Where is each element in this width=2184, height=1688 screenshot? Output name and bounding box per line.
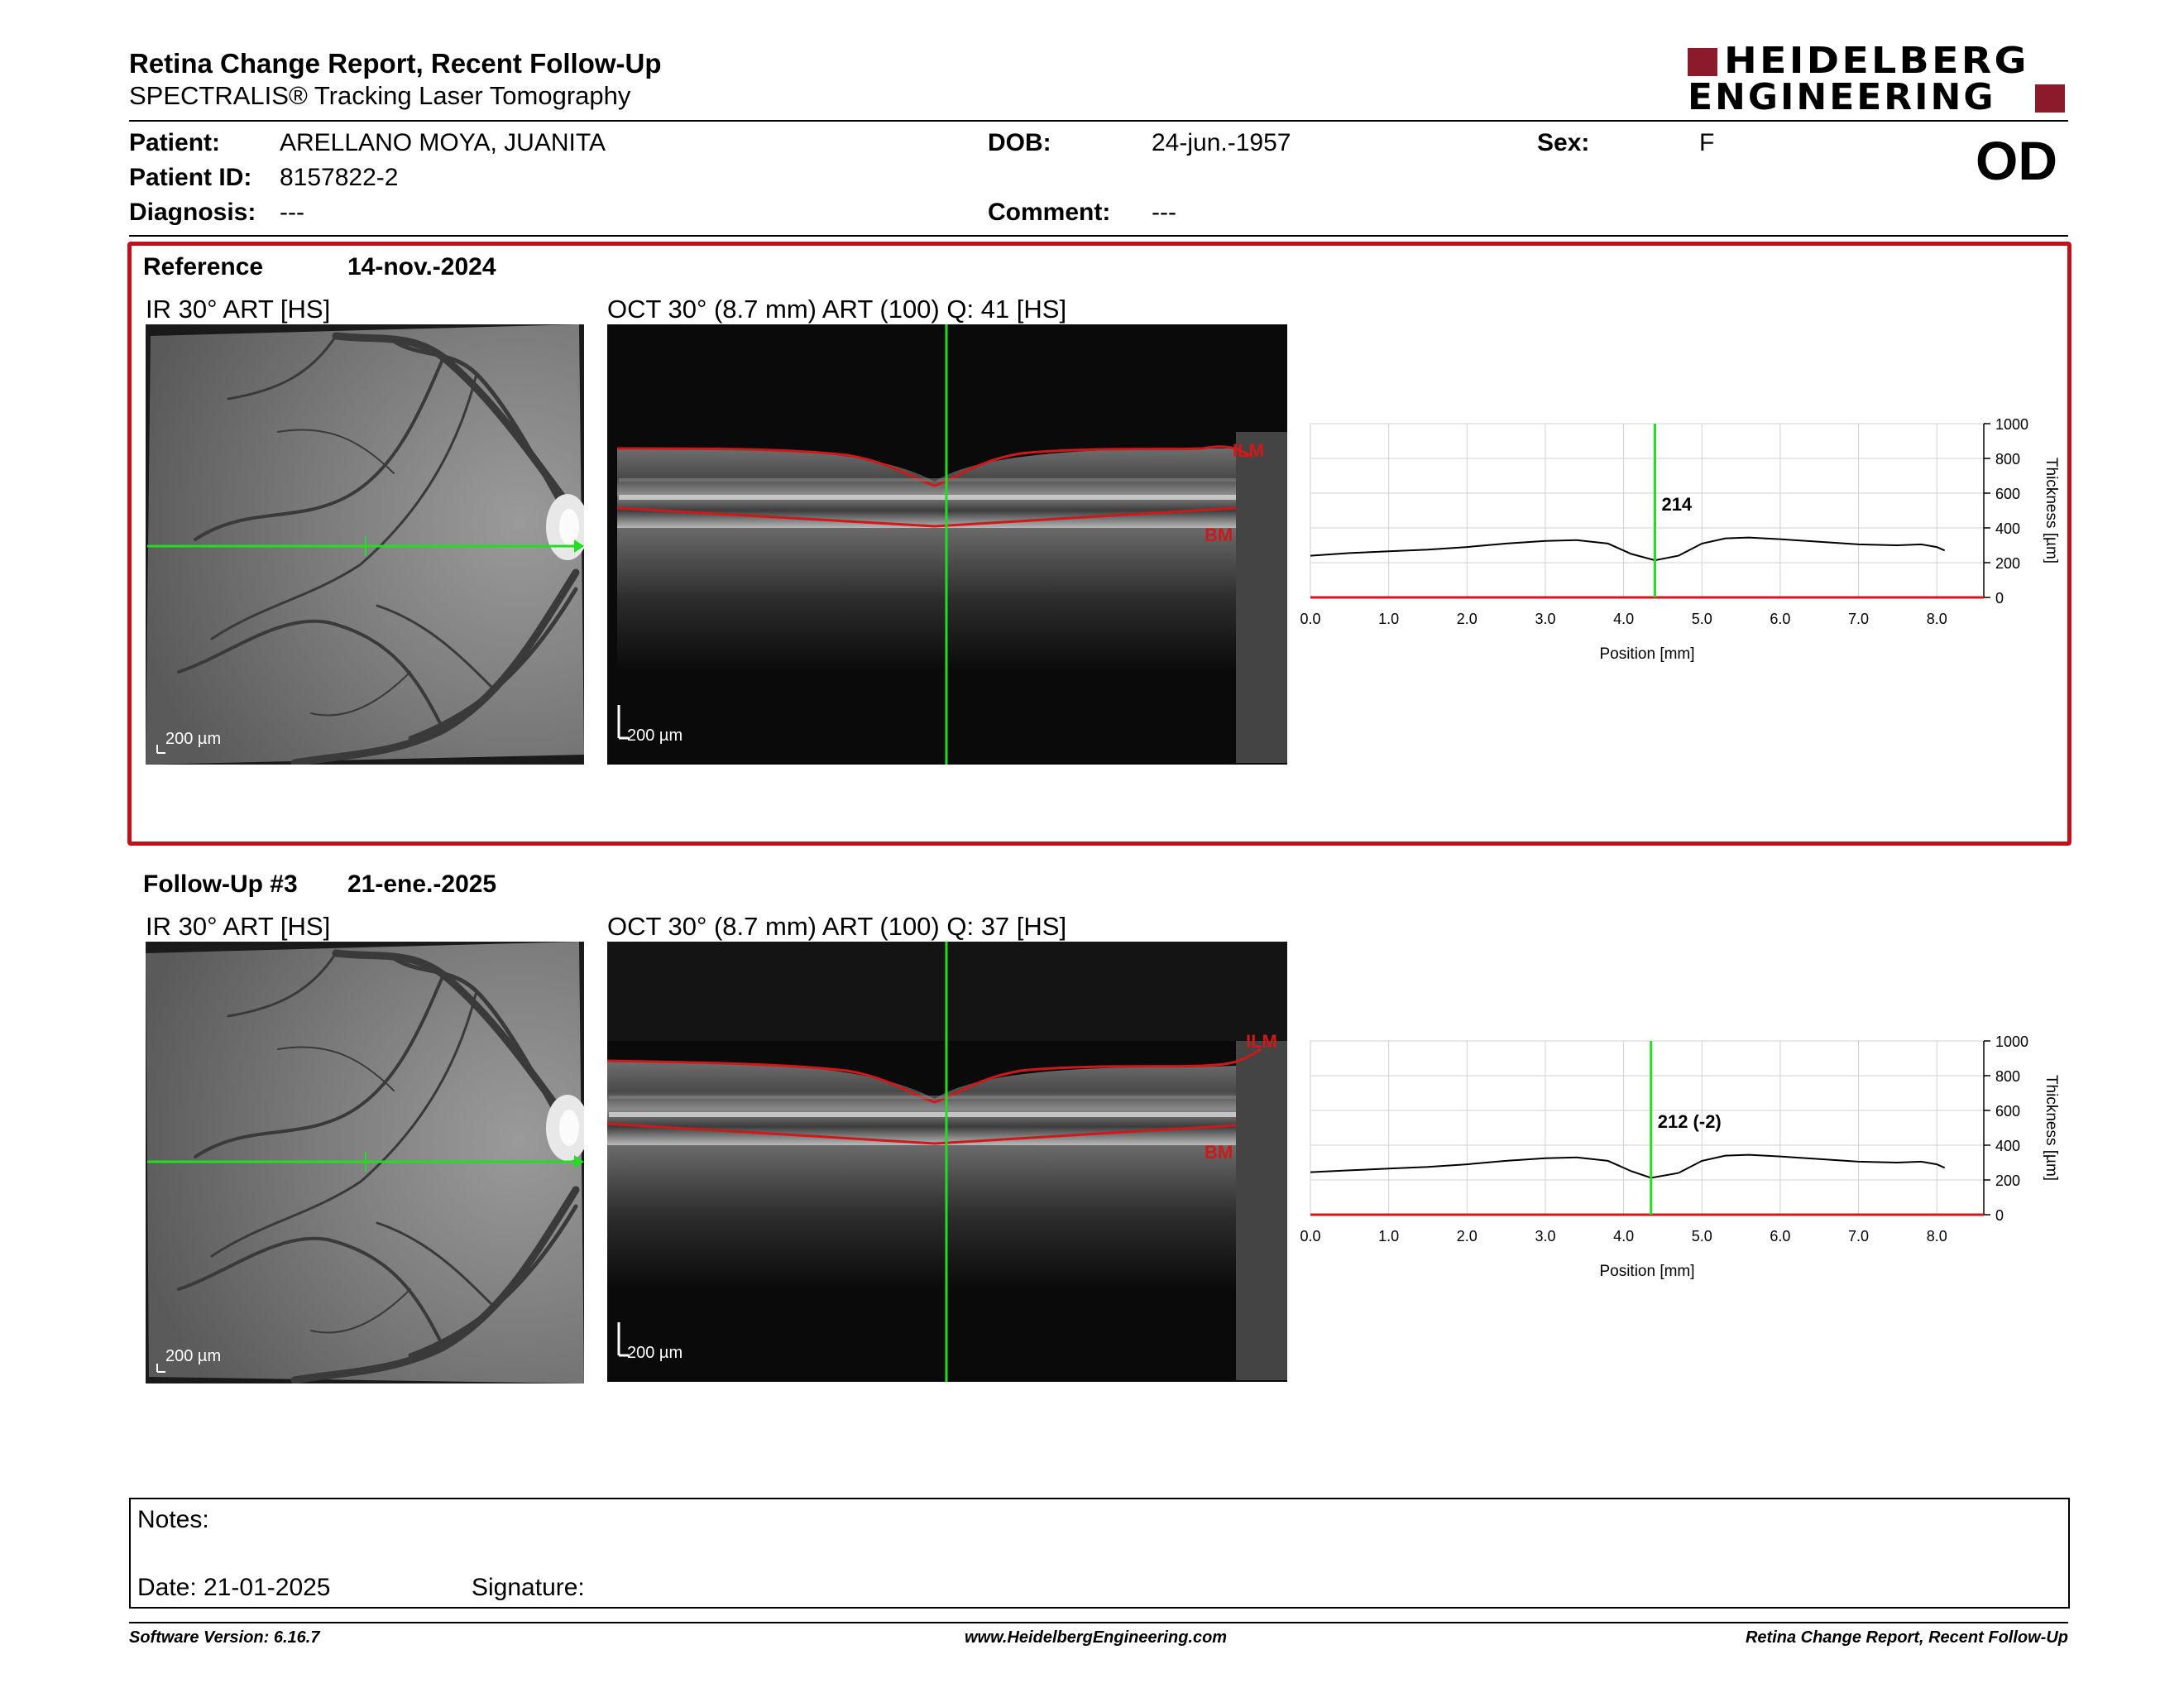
y-tick-label: 0 — [1995, 590, 2004, 607]
reference-oct-caption: OCT 30° (8.7 mm) ART (100) Q: 41 [HS] — [607, 295, 1067, 324]
x-tick-label: 1.0 — [1378, 1228, 1399, 1244]
reference-fundus-svg — [146, 324, 584, 765]
diagnosis-value: --- — [280, 199, 304, 226]
reference-date: 14-nov.-2024 — [347, 253, 496, 281]
footer-report: Retina Change Report, Recent Follow-Up — [1745, 1628, 2068, 1647]
report-title: Retina Change Report, Recent Follow-Up — [129, 48, 662, 79]
x-tick-label: 4.0 — [1613, 1228, 1634, 1244]
signature-label: Signature: — [472, 1574, 585, 1601]
x-tick-label: 1.0 — [1378, 611, 1399, 627]
reference-bm-label: BM — [1205, 525, 1233, 545]
thickness-series-line — [1310, 536, 1946, 562]
patient-rule — [129, 235, 2068, 237]
reference-oct-image: ILM BM 200 µm — [607, 324, 1287, 765]
dob-value: 24-jun.-1957 — [1152, 129, 1291, 156]
reference-frame — [127, 242, 2071, 846]
followup-fundus-svg — [146, 942, 584, 1383]
followup-thickness-chart: 0 200 400 600 800 1000 0.0 1.0 2.0 3.0 4.0 5.0 6.0 7.… — [1300, 1033, 2060, 1280]
y-tick-label: 600 — [1995, 486, 2020, 502]
followup-label: Follow-Up #3 — [143, 870, 298, 898]
patient-id-label: Patient ID: — [129, 164, 252, 191]
followup-ir-image: 200 µm — [146, 942, 584, 1383]
x-axis-label: Position [mm] — [1599, 645, 1694, 663]
y-tick-label: 1000 — [1995, 416, 2028, 433]
header-rule — [129, 120, 2068, 122]
cursor-value-label: 212 (-2) — [1658, 1111, 1722, 1132]
patient-name: ARELLANO MOYA, JUANITA — [280, 129, 606, 156]
report-subtitle: SPECTRALIS® Tracking Laser Tomography — [129, 81, 631, 110]
x-tick-label: 7.0 — [1848, 1228, 1869, 1244]
x-tick-label: 3.0 — [1535, 611, 1555, 627]
comment-label: Comment: — [988, 199, 1111, 226]
y-axis-label: Thickness [µm] — [2043, 458, 2060, 563]
x-tick-label: 2.0 — [1457, 1228, 1478, 1244]
notes-label: Notes: — [137, 1506, 209, 1533]
thickness-series-line — [1310, 1153, 1946, 1179]
reference-oct-svg — [616, 324, 1287, 765]
followup-ir-caption: IR 30° ART [HS] — [146, 912, 331, 941]
x-tick-label: 8.0 — [1927, 611, 1947, 627]
plot-area — [1310, 1040, 1985, 1216]
notes-date: Date: 21-01-2025 — [137, 1574, 331, 1601]
x-tick-label: 2.0 — [1457, 611, 1478, 627]
sex-value: F — [1699, 129, 1715, 156]
x-tick-label: 7.0 — [1848, 611, 1869, 627]
x-tick-label: 3.0 — [1535, 1228, 1555, 1244]
cursor-value-label: 214 — [1661, 494, 1692, 515]
eye-label: OD — [1976, 130, 2057, 191]
followup-oct-svg — [607, 942, 1287, 1382]
followup-ilm-label: ILM — [1246, 1031, 1277, 1052]
followup-oct-image: ILM BM 200 µm — [607, 942, 1287, 1382]
diagnosis-label: Diagnosis: — [129, 199, 256, 226]
x-tick-label: 0.0 — [1300, 1228, 1320, 1244]
plot-area — [1310, 423, 1985, 598]
logo-line2: ENGINEERING — [1688, 76, 1996, 118]
y-tick-label: 400 — [1995, 1138, 2020, 1154]
x-tick-label: 5.0 — [1692, 611, 1712, 627]
followup-date: 21-ene.-2025 — [347, 870, 497, 898]
y-tick-label: 400 — [1995, 520, 2020, 537]
heidelberg-logo: HEIDELBERG ENGINEERING — [1688, 40, 2068, 118]
dob-label: DOB: — [988, 129, 1051, 156]
reference-ilm-label: ILM — [1233, 440, 1264, 461]
patient-label: Patient: — [129, 129, 221, 156]
y-tick-label: 0 — [1995, 1207, 2004, 1224]
reference-thickness-chart: 0 200 400 600 800 1000 0.0 1.0 2.0 3.0 4.0 5.0 6.0 7.… — [1300, 416, 2060, 663]
patient-id-value: 8157822-2 — [280, 164, 399, 191]
sex-label: Sex: — [1537, 129, 1590, 156]
footer-website: www.HeidelbergEngineering.com — [965, 1628, 1228, 1647]
logo-line1: HEIDELBERG — [1724, 40, 2029, 82]
x-axis-label: Position [mm] — [1599, 1263, 1694, 1280]
followup-oct-scale: 200 µm — [627, 1344, 683, 1362]
notes-box: Notes: Date: 21-01-2025 Signature: — [129, 1498, 2070, 1609]
x-tick-label: 6.0 — [1770, 611, 1790, 627]
x-tick-label: 0.0 — [1300, 611, 1320, 627]
followup-bm-label: BM — [1205, 1142, 1233, 1163]
x-tick-label: 8.0 — [1927, 1228, 1947, 1244]
footer-software: Software Version: 6.16.7 — [129, 1628, 320, 1647]
x-tick-label: 5.0 — [1692, 1228, 1712, 1244]
x-tick-label: 6.0 — [1770, 1228, 1790, 1244]
y-tick-label: 1000 — [1995, 1033, 2028, 1050]
reference-ir-scale: 200 µm — [165, 730, 222, 748]
logo-square-top — [1688, 48, 1717, 76]
y-tick-label: 600 — [1995, 1103, 2020, 1120]
followup-ir-scale: 200 µm — [165, 1347, 222, 1365]
logo-square-bottom — [2035, 84, 2065, 113]
comment-value: --- — [1152, 199, 1176, 226]
x-tick-label: 4.0 — [1613, 611, 1634, 627]
y-tick-label: 200 — [1995, 555, 2020, 572]
y-tick-label: 200 — [1995, 1172, 2020, 1189]
footer-rule — [129, 1622, 2068, 1623]
reference-ir-image: 200 µm — [146, 324, 584, 765]
y-axis-label: Thickness [µm] — [2043, 1075, 2060, 1181]
reference-label: Reference — [143, 253, 264, 281]
y-tick-label: 800 — [1995, 451, 2020, 468]
followup-oct-caption: OCT 30° (8.7 mm) ART (100) Q: 37 [HS] — [607, 912, 1067, 941]
y-tick-label: 800 — [1995, 1068, 2020, 1085]
reference-ir-caption: IR 30° ART [HS] — [146, 295, 331, 324]
reference-oct-scale: 200 µm — [627, 727, 683, 745]
